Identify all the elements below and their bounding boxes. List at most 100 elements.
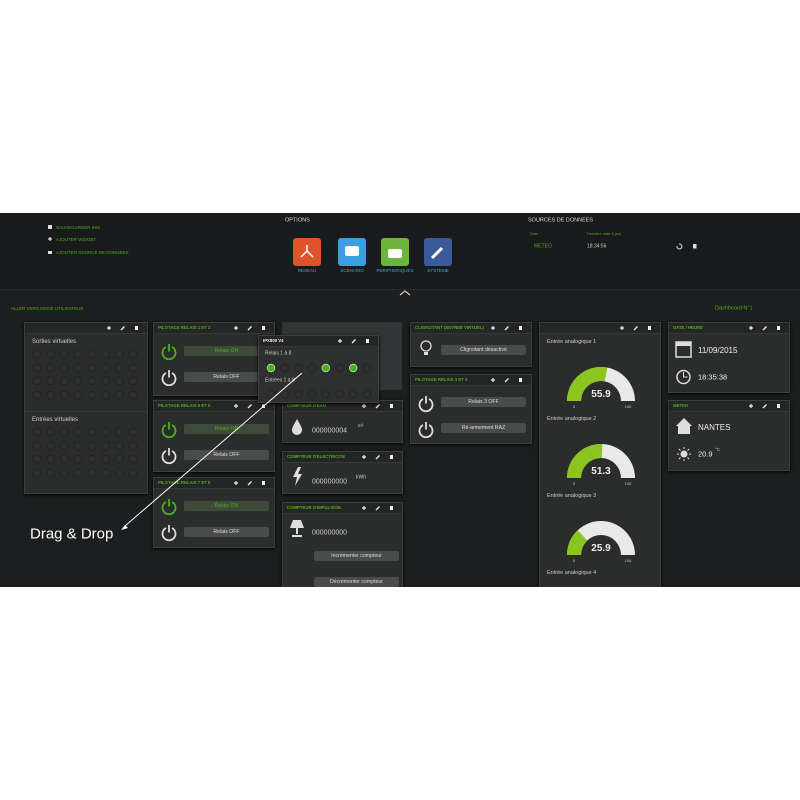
add-tool[interactable] bbox=[749, 326, 753, 330]
indicator bbox=[73, 468, 83, 478]
relay-off-button[interactable]: Relais OFF bbox=[184, 450, 269, 460]
add-tool[interactable] bbox=[620, 326, 624, 330]
edit-tool[interactable] bbox=[762, 326, 767, 331]
widget[interactable]: PILOTAGE RELAIS 7 ET 8 Relais ON Relais … bbox=[153, 477, 275, 548]
menu-item[interactable]: AJOUTER WIDGET bbox=[56, 236, 97, 242]
option-icons bbox=[300, 245, 444, 260]
add-tool[interactable] bbox=[338, 339, 342, 343]
relay-on-button[interactable]: Relais ON bbox=[184, 501, 269, 511]
table-header: Nom bbox=[530, 232, 539, 237]
widget[interactable]: DATE / HEURE 11/09/2015 18:35:38 bbox=[668, 322, 790, 393]
gauge-value: 51.3 bbox=[591, 466, 611, 477]
widget[interactable]: COMPTEUR D'ELECTRICITE 000000000 kWh bbox=[282, 451, 403, 494]
delete-tool[interactable] bbox=[390, 506, 393, 510]
delete-tool[interactable] bbox=[262, 481, 265, 485]
widget[interactable]: CLIGNOTANT (ENTREE VIRTUEL) Clignotant d… bbox=[410, 322, 532, 367]
dragged-widget[interactable]: IPX800 V4 Relais 1 à 8 Entrées 1 à 8 bbox=[258, 335, 379, 403]
widget[interactable]: PILOTAGE RELAIS 1 ET 2 Relais ON Relais … bbox=[153, 322, 275, 396]
edit-tool[interactable] bbox=[375, 506, 380, 511]
delete-tool[interactable] bbox=[135, 326, 138, 330]
add-tool[interactable] bbox=[234, 481, 238, 485]
gauge-track bbox=[567, 521, 635, 555]
widget-header: PILOTAGE RELAIS 1 ET 2 bbox=[154, 323, 274, 334]
widget-tools bbox=[234, 326, 265, 331]
delete-tool[interactable] bbox=[390, 455, 393, 459]
option-label: RESEAU bbox=[297, 267, 317, 273]
edit-tool[interactable] bbox=[247, 404, 252, 409]
reset-button[interactable]: Ré-armement RAZ bbox=[441, 423, 526, 433]
indicator bbox=[114, 363, 124, 373]
gauge-fill bbox=[567, 444, 603, 478]
gauge-min: 0 bbox=[573, 481, 576, 486]
widget[interactable]: COMPTEUR D'IMPULSION 000000000 Incrément… bbox=[282, 502, 403, 587]
delete-tool[interactable] bbox=[519, 378, 522, 382]
widget-header: CLIGNOTANT (ENTREE VIRTUEL) bbox=[411, 323, 531, 334]
widget[interactable]: Sorties virtuelles Entrées virtuelles bbox=[24, 322, 148, 494]
power-icons bbox=[161, 422, 177, 465]
edit-tool[interactable] bbox=[247, 481, 252, 486]
delete-tool[interactable] bbox=[777, 326, 780, 330]
edit-tool[interactable] bbox=[762, 404, 767, 409]
widget[interactable]: PILOTAGE RELAIS 3 ET 4 Relais 3 OFF Ré-a… bbox=[410, 374, 532, 444]
relay-button[interactable]: Relais 3 OFF bbox=[441, 397, 526, 407]
add-tool[interactable] bbox=[107, 326, 111, 330]
delete-tool[interactable] bbox=[262, 326, 265, 330]
edit-tool[interactable] bbox=[351, 339, 356, 344]
relay-on-button[interactable]: Relais ON bbox=[184, 424, 269, 434]
widget-tools bbox=[620, 326, 651, 331]
delete-tool[interactable] bbox=[262, 404, 265, 408]
widget[interactable]: METEO NANTES 20.9 °C bbox=[668, 400, 790, 471]
widget[interactable]: COMPTEUR D'EAU 000000004 m³ bbox=[282, 400, 403, 443]
gauge-max: 100 bbox=[625, 481, 632, 486]
menu-item[interactable]: AJOUTER SOURCE DE DONNEES bbox=[56, 249, 129, 255]
add-tool[interactable] bbox=[362, 506, 366, 510]
refresh-icon[interactable] bbox=[676, 243, 683, 250]
add-tool[interactable] bbox=[749, 404, 753, 408]
edit-tool[interactable] bbox=[247, 326, 252, 331]
indicator bbox=[101, 376, 110, 386]
relay-on-button[interactable]: Relais ON bbox=[184, 346, 269, 356]
widget[interactable]: PILOTAGE RELAIS 5 ET 6 Relais ON Relais … bbox=[153, 400, 275, 472]
edit-tool[interactable] bbox=[120, 326, 125, 331]
delete-tool[interactable] bbox=[648, 326, 651, 330]
indicator bbox=[114, 441, 124, 451]
collapse-chevron[interactable] bbox=[399, 290, 411, 296]
delete-tool[interactable] bbox=[366, 339, 369, 343]
indicator bbox=[266, 363, 276, 373]
add-tool[interactable] bbox=[491, 326, 495, 330]
delete-icon[interactable] bbox=[693, 244, 697, 249]
widget[interactable]: Entrée analogique 1 55.9 0 100 Entrée analog… bbox=[539, 322, 661, 587]
edit-tool[interactable] bbox=[504, 326, 509, 331]
blink-button[interactable]: Clignotant désactivé bbox=[441, 345, 526, 355]
mode-link[interactable]: ALLER VERS MODE UTILISATEUR bbox=[11, 305, 84, 311]
relay-off-button[interactable]: Relais OFF bbox=[184, 372, 269, 382]
edit-tool[interactable] bbox=[375, 455, 380, 460]
delete-tool[interactable] bbox=[777, 404, 780, 408]
add-tool[interactable] bbox=[234, 326, 238, 330]
delete-tool[interactable] bbox=[519, 326, 522, 330]
decrement-button[interactable]: Décrémenter compteur bbox=[314, 577, 399, 587]
increment-button[interactable]: Incrémenter compteur bbox=[314, 551, 399, 561]
add-tool[interactable] bbox=[362, 455, 366, 459]
gauge-max: 100 bbox=[625, 558, 632, 563]
edit-tool[interactable] bbox=[375, 404, 380, 409]
indicator bbox=[114, 390, 124, 400]
menu-item[interactable]: SAUVEGARDER IHM bbox=[56, 224, 101, 230]
add-tool[interactable] bbox=[491, 378, 495, 382]
bolt-icon bbox=[293, 467, 302, 486]
indicator bbox=[87, 363, 97, 373]
edit-tool[interactable] bbox=[504, 378, 509, 383]
counter-value: 000000000 bbox=[312, 529, 348, 537]
indicator bbox=[73, 349, 83, 359]
indicator bbox=[60, 427, 69, 437]
add-tool[interactable] bbox=[362, 404, 366, 408]
widget-tools bbox=[362, 455, 393, 460]
label: Entrées virtuelles bbox=[32, 417, 79, 423]
add-tool[interactable] bbox=[234, 404, 238, 408]
table-cell: 18:34:56 bbox=[587, 243, 607, 250]
relay-off-button[interactable]: Relais OFF bbox=[184, 527, 269, 537]
delete-tool[interactable] bbox=[390, 404, 393, 408]
edit-tool[interactable] bbox=[633, 326, 638, 331]
widget-header: DATE / HEURE bbox=[669, 323, 789, 334]
